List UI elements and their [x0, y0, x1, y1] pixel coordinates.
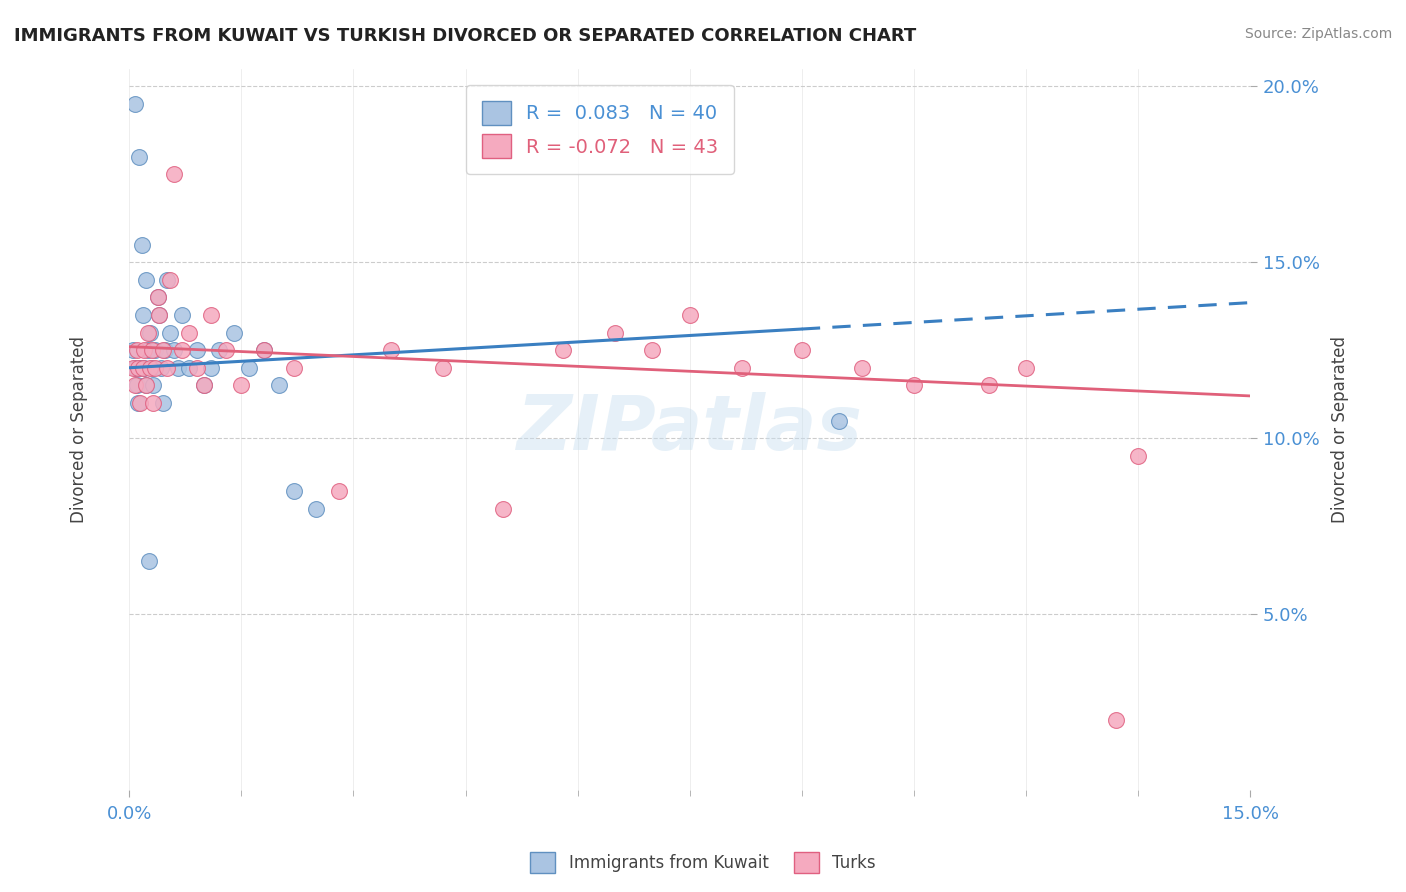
Point [1105, 713, 1128, 727]
Point [222, 326, 245, 340]
Point [603, 326, 626, 340]
Point [641, 343, 664, 358]
Point [146, 290, 169, 304]
Point [129, 360, 152, 375]
Point [170, 308, 193, 322]
Point [152, 343, 174, 358]
Point [124, 360, 146, 375]
Point [139, 360, 162, 375]
Point [142, 378, 165, 392]
Point [1126, 449, 1149, 463]
Point [679, 308, 702, 322]
Point [166, 360, 188, 375]
Point [253, 343, 276, 358]
Point [132, 308, 155, 322]
Point [200, 308, 222, 322]
Point [790, 343, 813, 358]
Point [125, 378, 148, 392]
Text: IMMIGRANTS FROM KUWAIT VS TURKISH DIVORCED OR SEPARATED CORRELATION CHART: IMMIGRANTS FROM KUWAIT VS TURKISH DIVORC… [14, 27, 917, 45]
Point [215, 343, 238, 358]
Point [380, 343, 402, 358]
Point [163, 167, 186, 181]
Point [328, 483, 350, 498]
Point [141, 343, 163, 358]
Point [186, 360, 208, 375]
Point [253, 343, 276, 358]
Point [193, 378, 215, 392]
Point [135, 378, 157, 392]
Point [193, 378, 215, 392]
Point [142, 396, 165, 410]
Point [127, 360, 149, 375]
Point [122, 343, 145, 358]
Point [186, 343, 208, 358]
Point [283, 483, 305, 498]
Point [851, 360, 873, 375]
Point [148, 308, 170, 322]
Point [238, 360, 260, 375]
Point [267, 378, 290, 392]
Point [122, 360, 145, 375]
Point [903, 378, 925, 392]
Point [231, 378, 253, 392]
Legend: R =  0.083   N = 40, R = -0.072   N = 43: R = 0.083 N = 40, R = -0.072 N = 43 [465, 86, 734, 174]
Point [170, 343, 193, 358]
Point [132, 360, 155, 375]
Point [149, 360, 172, 375]
Point [136, 326, 159, 340]
Legend: Immigrants from Kuwait, Turks: Immigrants from Kuwait, Turks [524, 846, 882, 880]
Point [828, 413, 851, 427]
Point [145, 360, 167, 375]
Point [156, 273, 179, 287]
Point [159, 273, 181, 287]
Point [129, 396, 152, 410]
Point [127, 396, 149, 410]
Point [208, 343, 231, 358]
Point [131, 237, 153, 252]
Point [305, 501, 328, 516]
Point [145, 343, 167, 358]
Y-axis label: Divorced or Separated: Divorced or Separated [1331, 336, 1348, 523]
Point [124, 378, 146, 392]
Point [148, 308, 170, 322]
Point [136, 343, 159, 358]
Point [125, 343, 148, 358]
Point [152, 396, 174, 410]
Point [139, 326, 162, 340]
Point [492, 501, 515, 516]
Point [977, 378, 1000, 392]
Text: Divorced or Separated: Divorced or Separated [70, 336, 87, 523]
Point [146, 290, 169, 304]
Point [134, 360, 156, 375]
Point [163, 343, 186, 358]
Point [177, 326, 200, 340]
Point [141, 360, 163, 375]
Point [134, 343, 156, 358]
Point [177, 360, 200, 375]
Point [200, 360, 222, 375]
Point [135, 273, 157, 287]
Point [135, 378, 157, 392]
Text: Source: ZipAtlas.com: Source: ZipAtlas.com [1244, 27, 1392, 41]
Point [432, 360, 454, 375]
Point [138, 554, 160, 568]
Point [124, 96, 146, 111]
Point [159, 326, 181, 340]
Text: ZIPatlas: ZIPatlas [517, 392, 863, 467]
Point [128, 149, 150, 163]
Point [551, 343, 574, 358]
Point [283, 360, 305, 375]
Point [156, 360, 179, 375]
Point [153, 343, 176, 358]
Point [1015, 360, 1038, 375]
Point [731, 360, 754, 375]
